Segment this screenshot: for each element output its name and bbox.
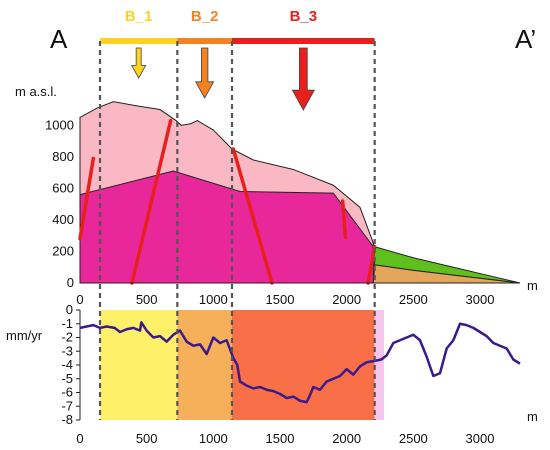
velocity-y-tick-label: -5 [61, 371, 73, 386]
velocity-x-tick-label: 0 [76, 431, 83, 446]
section-end-label: A’ [515, 24, 536, 54]
velocity-y-tick-label: -1 [61, 316, 73, 331]
bottom-x-axis-unit: m [527, 409, 538, 424]
top-y-tick-label: 200 [52, 243, 74, 258]
top-y-tick-label: 400 [52, 212, 74, 227]
top-y-axis-title: m a.s.l. [15, 84, 57, 99]
fault-line-3 [231, 147, 274, 285]
section-start-label: A [50, 24, 68, 54]
block-label-b_3: B_3 [290, 8, 318, 25]
top-y-tick-label: 0 [67, 275, 74, 290]
top-x-axis-unit: m [527, 278, 538, 293]
top-y-tick-label: 1000 [45, 117, 74, 132]
top-x-tick-label: 3000 [466, 292, 495, 307]
block-bar-b_2 [177, 38, 232, 44]
top-x-tick-label: 2000 [332, 292, 361, 307]
velocity-band-4 [374, 310, 384, 420]
block-bar-b_3 [232, 38, 375, 44]
top-x-tick-label: 1000 [199, 292, 228, 307]
velocity-x-tick-label: 3000 [466, 431, 495, 446]
fault-line-4 [340, 199, 348, 240]
velocity-y-tick-label: -2 [61, 330, 73, 345]
block-arrow-b_2 [194, 47, 215, 99]
velocity-band-2 [177, 310, 232, 420]
top-y-tick-label: 800 [52, 149, 74, 164]
velocity-y-tick-label: -6 [61, 385, 73, 400]
velocity-y-tick-label: -4 [61, 357, 73, 372]
velocity-y-tick-label: -7 [61, 398, 73, 413]
velocity-profile-plot: 0-1-2-3-4-5-6-7-80 500 1000 1500 2000 2500 300… [61, 41, 521, 446]
fault-line-2 [130, 118, 173, 285]
velocity-x-tick-label: 2000 [332, 431, 361, 446]
top-x-tick-label: 0 [76, 292, 83, 307]
velocity-band-3 [232, 310, 375, 420]
block-bar-b_1 [100, 38, 178, 44]
block-label-b_1: B_1 [125, 8, 153, 25]
top-y-tick-label: 600 [52, 180, 74, 195]
geological-cross-section-plot: 0 200 400 600 800 1000 0 500 1000 1500 2000 2500 300… [45, 8, 521, 307]
velocity-y-tick-label: 0 [66, 302, 73, 317]
velocity-series-line [79, 321, 521, 404]
velocity-x-tick-label: 500 [136, 431, 158, 446]
top-x-tick-label: 1500 [266, 292, 295, 307]
velocity-x-tick-label: 1000 [199, 431, 228, 446]
velocity-y-tick-label: -8 [61, 412, 73, 427]
top-x-tick-label: 500 [136, 292, 158, 307]
block-arrow-b_1 [130, 47, 147, 79]
velocity-x-tick-label: 1500 [266, 431, 295, 446]
block-arrow-b_3 [291, 47, 316, 111]
velocity-y-tick-label: -3 [61, 343, 73, 358]
fault-line-5 [366, 244, 377, 285]
top-x-tick-label: 2500 [399, 292, 428, 307]
block-label-b_2: B_2 [191, 8, 219, 25]
bottom-y-axis-title: mm/yr [6, 328, 43, 343]
fault-line-1 [78, 156, 96, 241]
velocity-x-tick-label: 2500 [399, 431, 428, 446]
